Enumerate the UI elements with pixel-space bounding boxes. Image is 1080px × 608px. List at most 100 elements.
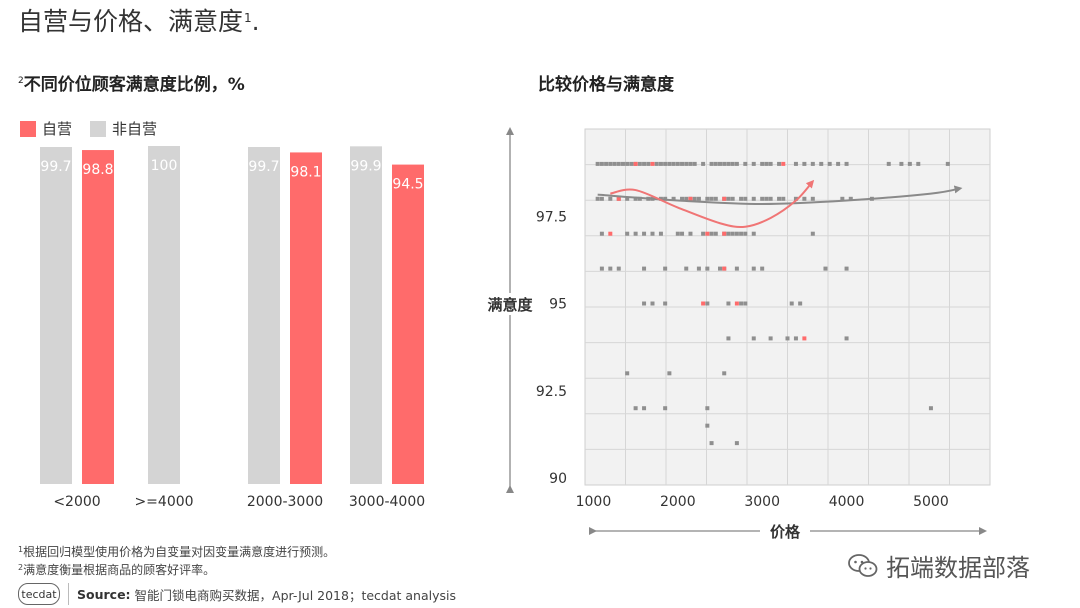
scatter-point — [658, 231, 663, 236]
scatter-point — [810, 161, 815, 166]
scatter-point — [663, 301, 668, 306]
scatter-point — [760, 266, 765, 271]
scatter-point — [595, 161, 600, 166]
y-axis-label-bg — [482, 293, 538, 315]
scatter-point — [823, 266, 828, 271]
scatter-point — [667, 161, 672, 166]
scatter-point — [718, 161, 722, 166]
scatter-point — [768, 161, 773, 166]
scatter-point — [739, 231, 744, 236]
footnote-2: 2满意度衡量根据商品的顾客好评率。 — [18, 563, 216, 577]
scatter-point — [793, 196, 798, 201]
bar-non-self — [248, 147, 280, 484]
scatter-point — [844, 161, 849, 166]
scatter-point — [599, 196, 604, 201]
bar-label-self: 98.1 — [290, 164, 321, 180]
y-tick-label: 92.5 — [536, 384, 567, 400]
scatter-point — [722, 196, 727, 201]
legend-label-self: 自营 — [42, 120, 73, 138]
scatter-point — [599, 161, 604, 166]
scatter-point — [726, 196, 731, 201]
scatter-point — [688, 161, 693, 166]
source-row: tecdat Source: 智能门锁电商购买数据，Apr-Jul 2018；t… — [18, 583, 456, 605]
scatter-point — [726, 336, 731, 341]
scatter-point — [793, 336, 798, 341]
scatter-point — [705, 301, 710, 306]
scatter-point — [713, 231, 718, 236]
x-tick-label: 2000 — [660, 494, 696, 510]
scatter-point — [726, 301, 731, 306]
scatter-point — [751, 336, 756, 341]
scatter-point — [633, 231, 638, 236]
scatter-point — [620, 161, 625, 166]
scatter-point — [734, 161, 739, 166]
scatter-point — [785, 336, 790, 341]
scatter-point — [650, 301, 655, 306]
scatter-point — [739, 301, 744, 306]
y-tick-label: 97.5 — [536, 209, 567, 225]
scatter-point — [633, 406, 638, 411]
scatter-point — [701, 161, 706, 166]
scatter-point — [777, 161, 782, 166]
y-axis-label: 满意度 — [487, 296, 533, 314]
scatter-point — [680, 231, 685, 236]
scatter-point — [709, 441, 714, 446]
tecdat-logo: tecdat — [18, 583, 60, 605]
scatter-point — [802, 336, 807, 341]
y-tick-label: 95 — [549, 297, 567, 313]
scatter-point — [781, 196, 786, 201]
bar-non-self — [148, 146, 180, 484]
scatter-point — [663, 406, 668, 411]
scatter-point — [764, 196, 769, 201]
scatter-point — [743, 301, 748, 306]
scatter-point — [730, 161, 735, 166]
scatter-point — [760, 161, 765, 166]
scatter-point — [751, 161, 756, 166]
trend-line-self — [610, 179, 815, 228]
scatter-point — [760, 196, 765, 201]
bar-non-self — [40, 147, 72, 484]
page-title: 自营与价格、满意度1. — [18, 7, 260, 36]
scatter-point — [819, 161, 824, 166]
scatter-point — [696, 266, 701, 271]
scatter-point — [684, 266, 689, 271]
scatter-point — [726, 161, 731, 166]
scatter-point — [743, 196, 748, 201]
footnotes: 1根据回归模型使用价格为自变量对因变量满意度进行预测。 2满意度衡量根据商品的顾… — [18, 542, 335, 578]
scatter-point — [642, 266, 647, 271]
trend-line-non-self — [597, 185, 963, 206]
scatter-point — [844, 266, 849, 271]
scatter-point — [637, 161, 642, 166]
scatter-point — [907, 161, 912, 166]
scatter-point — [722, 371, 727, 376]
scatter-point — [684, 161, 689, 166]
scatter-point — [726, 231, 731, 236]
scatter-point — [663, 161, 668, 166]
scatter-point — [663, 266, 668, 271]
scatter-point — [751, 266, 756, 271]
scatter-point — [777, 196, 782, 201]
scatter-point — [684, 196, 689, 201]
scatter-point — [764, 161, 769, 166]
scatter-point — [730, 231, 735, 236]
source-label: Source: — [77, 586, 131, 602]
wechat-icon — [848, 553, 878, 577]
source-text: 智能门锁电商购买数据，Apr-Jul 2018；tecdat analysis — [134, 587, 456, 603]
scatter-point — [705, 231, 710, 236]
bar-chart-title: 2不同价位顾客满意度比例，% — [18, 75, 245, 95]
x-tick-label: 5000 — [913, 494, 949, 510]
scatter-point — [899, 161, 904, 166]
legend-swatch-non-self — [90, 120, 106, 137]
scatter-point — [848, 196, 853, 201]
scatter-point — [642, 406, 647, 411]
divider — [68, 583, 69, 605]
bar-label-non-self: 99.7 — [248, 159, 279, 175]
scatter-point — [625, 196, 630, 201]
scatter-point — [739, 196, 744, 201]
scatter-point — [705, 196, 710, 201]
x-axis-label: 价格 — [770, 523, 801, 541]
scatter-point — [734, 266, 739, 271]
scatter-point — [625, 371, 630, 376]
bar-label-self: 98.8 — [82, 162, 113, 178]
scatter-point — [730, 196, 735, 201]
